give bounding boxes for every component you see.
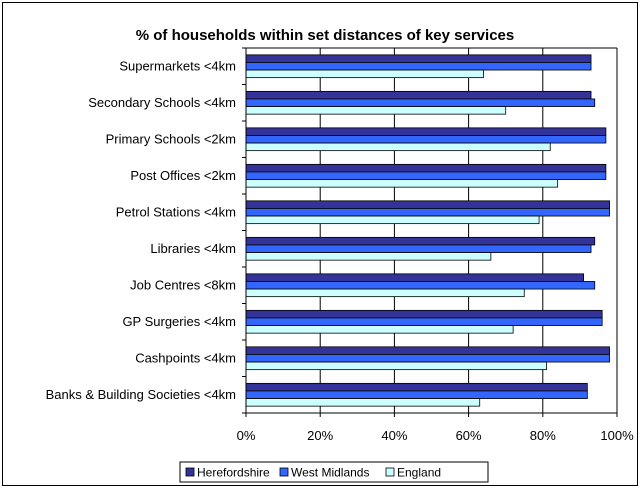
legend-label: England (397, 466, 441, 480)
bar (246, 310, 602, 318)
bar (246, 99, 595, 107)
bar (246, 216, 539, 224)
category-label: Post Offices <2km (130, 168, 236, 183)
bar (246, 91, 591, 99)
bar (246, 383, 587, 391)
bar (246, 55, 591, 63)
category-label: Libraries <4km (150, 241, 236, 256)
x-tick-label: 100% (600, 428, 634, 443)
legend-swatch (186, 468, 194, 476)
bar (246, 237, 595, 245)
bar (246, 143, 550, 151)
bar (246, 245, 591, 253)
bar (246, 289, 524, 297)
x-tick-label: 40% (381, 428, 407, 443)
x-tick-label: 20% (307, 428, 333, 443)
bar (246, 274, 584, 282)
category-label: GP Surgeries <4km (122, 314, 236, 329)
bar (246, 318, 602, 326)
category-label: Supermarkets <4km (119, 58, 236, 73)
bar (246, 362, 547, 370)
bar (246, 347, 610, 355)
legend-swatch (386, 468, 394, 476)
category-label: Job Centres <8km (130, 277, 236, 292)
bar (246, 164, 606, 172)
bar (246, 281, 595, 289)
category-label: Banks & Building Societies <4km (46, 387, 236, 402)
bar (246, 70, 483, 78)
bar (246, 128, 606, 136)
legend: Herefordshire West Midlands England (180, 462, 488, 482)
legend-label: Herefordshire (197, 466, 270, 480)
category-label: Secondary Schools <4km (88, 95, 236, 110)
bar (246, 253, 491, 261)
bar (246, 180, 558, 188)
bar (246, 62, 591, 70)
chart-title: % of households within set distances of … (136, 27, 514, 44)
bar (246, 135, 606, 143)
bar (246, 399, 480, 407)
bar (246, 354, 610, 362)
bars (246, 55, 610, 406)
category-label: Primary Schools <2km (106, 131, 236, 146)
category-label: Cashpoints <4km (135, 350, 236, 365)
bar (246, 201, 610, 209)
bar (246, 326, 513, 334)
x-tick-label: 80% (530, 428, 556, 443)
category-label: Petrol Stations <4km (116, 204, 236, 219)
legend-swatch (280, 468, 288, 476)
bar (246, 107, 506, 115)
x-tick-label: 60% (456, 428, 482, 443)
x-tick-label: 0% (237, 428, 256, 443)
bar (246, 172, 606, 180)
bar (246, 391, 587, 399)
bar (246, 208, 610, 216)
legend-label: West Midlands (291, 466, 369, 480)
